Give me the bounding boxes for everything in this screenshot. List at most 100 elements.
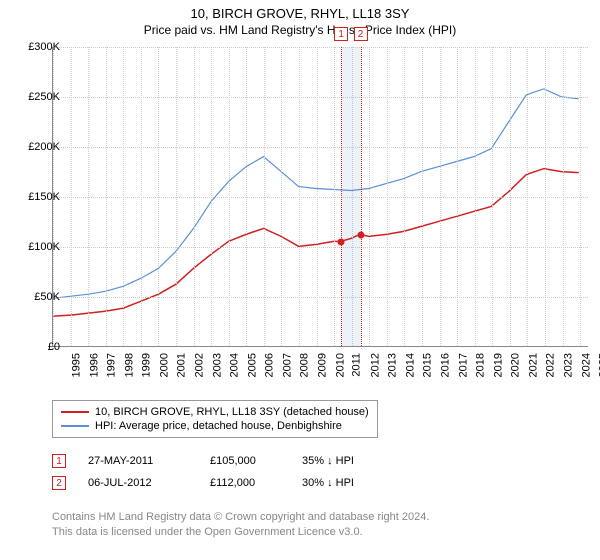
gridline-h — [53, 147, 588, 148]
x-axis-label: 2018 — [475, 353, 487, 377]
x-axis-label: 1999 — [141, 353, 153, 377]
gridline-v — [71, 47, 72, 346]
transaction-marker: 1 — [52, 454, 66, 468]
gridline-v — [88, 47, 89, 346]
gridline-v — [123, 47, 124, 346]
footer-line-1: Contains HM Land Registry data © Crown c… — [52, 510, 429, 525]
gridline-v — [317, 47, 318, 346]
y-axis-label: £100K — [10, 241, 60, 253]
x-axis-label: 2015 — [422, 353, 434, 377]
x-axis-label: 1998 — [123, 353, 135, 377]
gridline-v — [334, 47, 335, 346]
x-axis-label: 2004 — [229, 353, 241, 377]
data-point — [338, 239, 345, 246]
x-axis-label: 2005 — [246, 353, 258, 377]
gridline-v — [580, 47, 581, 346]
y-axis-label: £50K — [10, 291, 60, 303]
y-axis-label: £300K — [10, 41, 60, 53]
gridline-v — [510, 47, 511, 346]
plot-region: 12 — [52, 47, 588, 347]
gridline-h — [53, 47, 588, 48]
x-axis-label: 2017 — [457, 353, 469, 377]
page-subtitle: Price paid vs. HM Land Registry's House … — [0, 23, 600, 37]
y-axis-label: £0 — [10, 341, 60, 353]
transaction-row: 1 27-MAY-2011 £105,000 35% ↓ HPI — [52, 450, 392, 472]
gridline-v — [264, 47, 265, 346]
gridline-v — [475, 47, 476, 346]
title-block: 10, BIRCH GROVE, RHYL, LL18 3SY Price pa… — [0, 0, 600, 37]
gridline-v — [440, 47, 441, 346]
marker-label: 1 — [334, 27, 348, 41]
gridline-v — [281, 47, 282, 346]
gridline-v — [141, 47, 142, 346]
gridline-v — [387, 47, 388, 346]
transaction-marker: 2 — [52, 476, 66, 490]
gridline-v — [563, 47, 564, 346]
x-axis-label: 2010 — [334, 353, 346, 377]
transaction-delta: 30% ↓ HPI — [302, 477, 392, 489]
x-axis-label: 2014 — [404, 353, 416, 377]
x-axis-label: 2000 — [158, 353, 170, 377]
x-axis-label: 2003 — [211, 353, 223, 377]
x-axis-label: 2019 — [492, 353, 504, 377]
legend-item: HPI: Average price, detached house, Denb… — [61, 419, 369, 433]
transaction-date: 27-MAY-2011 — [88, 455, 188, 467]
legend: 10, BIRCH GROVE, RHYL, LL18 3SY (detache… — [52, 400, 378, 438]
marker-label: 2 — [354, 27, 368, 41]
footer: Contains HM Land Registry data © Crown c… — [52, 510, 429, 540]
x-axis-label: 2012 — [369, 353, 381, 377]
transactions-table: 1 27-MAY-2011 £105,000 35% ↓ HPI 206-JUL-201… — [52, 450, 392, 494]
gridline-v — [246, 47, 247, 346]
legend-label: HPI: Average price, detached house, Denb… — [95, 420, 342, 432]
x-axis-label: 1996 — [88, 353, 100, 377]
transaction-delta: 35% ↓ HPI — [302, 455, 392, 467]
marker-line — [361, 47, 362, 346]
x-axis-label: 1995 — [70, 353, 82, 377]
legend-label: 10, BIRCH GROVE, RHYL, LL18 3SY (detache… — [95, 406, 369, 418]
gridline-v — [492, 47, 493, 346]
x-axis-label: 2006 — [264, 353, 276, 377]
gridline-v — [158, 47, 159, 346]
gridline-v — [404, 47, 405, 346]
x-axis-label: 2011 — [351, 353, 363, 377]
legend-item: 10, BIRCH GROVE, RHYL, LL18 3SY (detache… — [61, 405, 369, 419]
x-axis-label: 2008 — [299, 353, 311, 377]
x-axis-label: 2021 — [527, 353, 539, 377]
gridline-v — [527, 47, 528, 346]
footer-line-2: This data is licensed under the Open Gov… — [52, 525, 429, 540]
gridline-v — [545, 47, 546, 346]
gridline-v — [194, 47, 195, 346]
x-axis-label: 2001 — [176, 353, 188, 377]
page-title: 10, BIRCH GROVE, RHYL, LL18 3SY — [0, 6, 600, 21]
transaction-row: 206-JUL-2012£112,00030% ↓ HPI — [52, 472, 392, 494]
gridline-v — [299, 47, 300, 346]
gridline-v — [457, 47, 458, 346]
gridline-v — [176, 47, 177, 346]
legend-swatch — [61, 411, 89, 413]
data-point — [357, 232, 364, 239]
x-axis-label: 2007 — [281, 353, 293, 377]
x-axis-label: 2022 — [545, 353, 557, 377]
marker-line — [341, 47, 342, 346]
gridline-v — [229, 47, 230, 346]
x-axis-label: 2023 — [563, 353, 575, 377]
x-axis-label: 2024 — [580, 353, 592, 377]
transaction-price: £105,000 — [210, 455, 280, 467]
x-axis-label: 2002 — [194, 353, 206, 377]
x-axis-label: 2020 — [510, 353, 522, 377]
chart-area: 12 £0£50K£100K£150K£200K£250K£300K199519… — [0, 37, 600, 397]
chart-container: 10, BIRCH GROVE, RHYL, LL18 3SY Price pa… — [0, 0, 600, 560]
x-axis-label: 2009 — [317, 353, 329, 377]
gridline-v — [211, 47, 212, 346]
gridline-h — [53, 247, 588, 248]
legend-swatch — [61, 425, 89, 427]
y-axis-label: £250K — [10, 91, 60, 103]
gridline-h — [53, 197, 588, 198]
x-axis-label: 2013 — [387, 353, 399, 377]
y-axis-label: £200K — [10, 141, 60, 153]
gridline-v — [106, 47, 107, 346]
gridline-v — [422, 47, 423, 346]
gridline-h — [53, 97, 588, 98]
x-axis-label: 1997 — [106, 353, 118, 377]
gridline-h — [53, 297, 588, 298]
